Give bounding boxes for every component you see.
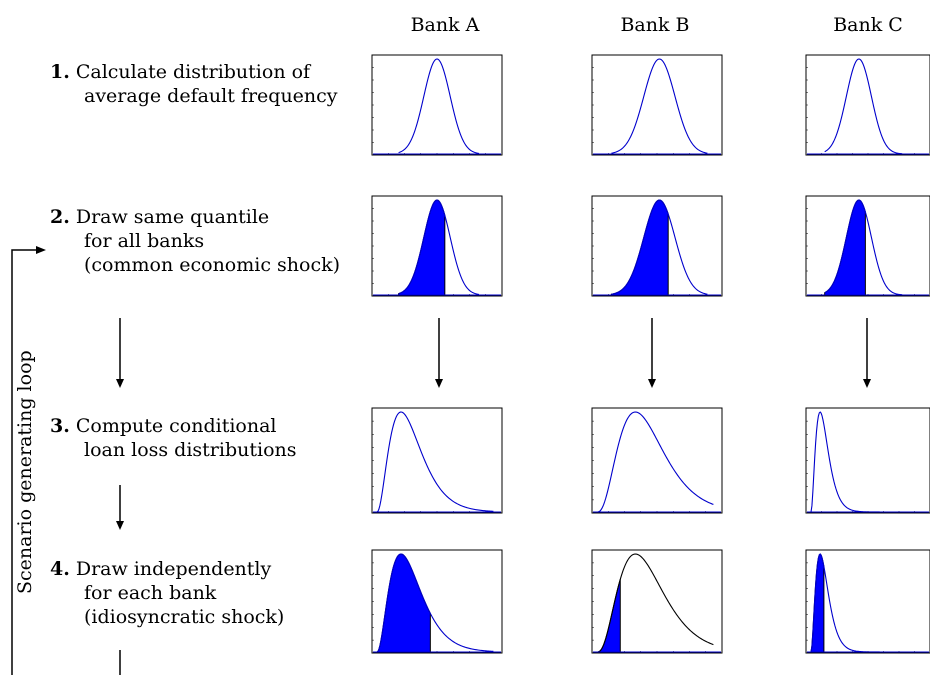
filled-region bbox=[375, 553, 431, 653]
plot-panels bbox=[371, 54, 930, 654]
column-header-bank-c: Bank C bbox=[833, 14, 903, 36]
loop-arrowhead bbox=[36, 246, 46, 254]
flow-arrows bbox=[116, 318, 871, 530]
density-curve bbox=[824, 199, 903, 296]
density-curve bbox=[376, 411, 494, 513]
panel-row2-col1 bbox=[371, 195, 503, 297]
density-curve bbox=[596, 553, 714, 653]
filled-region bbox=[596, 579, 621, 653]
step-4-label: 4. Draw independently for each bank (idio… bbox=[50, 558, 285, 628]
filled-region bbox=[610, 199, 669, 296]
panel-row1-col3 bbox=[805, 54, 930, 156]
column-header-bank-a: Bank A bbox=[410, 14, 480, 36]
column-header-bank-b: Bank B bbox=[620, 14, 690, 36]
panel-row4-col2 bbox=[591, 549, 723, 654]
density-curve bbox=[810, 553, 922, 653]
density-curve bbox=[398, 58, 480, 154]
step-1-label: 1. Calculate distribution of average defa… bbox=[50, 61, 338, 107]
flow-arrow bbox=[863, 318, 871, 388]
flow-arrow bbox=[435, 318, 443, 388]
panel-row4-col1 bbox=[371, 549, 503, 654]
panel-row1-col1 bbox=[371, 54, 503, 156]
filled-region bbox=[824, 199, 866, 296]
flow-arrow bbox=[116, 318, 124, 388]
density-curve bbox=[824, 58, 903, 155]
density-curve bbox=[611, 58, 708, 154]
loop-path bbox=[11, 249, 121, 675]
panel-row3-col3 bbox=[805, 407, 930, 514]
panel-row2-col2 bbox=[591, 195, 723, 297]
density-curve bbox=[596, 411, 714, 513]
panel-row2-col3 bbox=[805, 195, 930, 297]
step-2-label: 2. Draw same quantile for all banks (comm… bbox=[50, 206, 341, 276]
panel-row4-col3 bbox=[805, 549, 930, 654]
panel-row3-col2 bbox=[591, 407, 723, 514]
density-curve bbox=[398, 199, 480, 295]
density-curve bbox=[810, 411, 922, 513]
panel-row1-col2 bbox=[591, 54, 723, 156]
flow-arrow bbox=[648, 318, 656, 388]
density-curve bbox=[611, 199, 708, 295]
density-curve bbox=[376, 553, 494, 653]
step-3-label: 3. Compute conditional loan loss distribu… bbox=[50, 415, 297, 461]
flow-arrow bbox=[116, 485, 124, 530]
panel-row3-col1 bbox=[371, 407, 503, 514]
